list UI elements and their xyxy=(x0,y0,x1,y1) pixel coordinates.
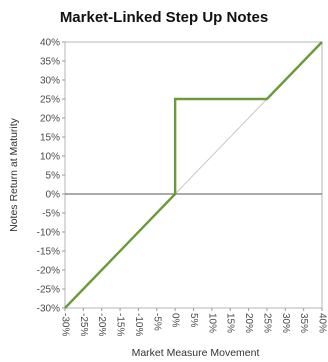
y-tick-label: 5% xyxy=(46,171,61,182)
y-tick-label: -30% xyxy=(37,304,60,315)
x-tick-label: 30% xyxy=(280,313,291,333)
y-tick-label: 25% xyxy=(40,95,60,106)
y-tick-label: -5% xyxy=(42,209,60,220)
y-tick-label: -15% xyxy=(37,247,60,258)
y-tick-label: -25% xyxy=(37,285,60,296)
x-tick-label: 10% xyxy=(206,313,217,333)
y-tick-label: 0% xyxy=(46,190,61,201)
chart-title: Market-Linked Step Up Notes xyxy=(59,9,269,26)
x-axis-label: Market Measure Movement xyxy=(132,347,260,359)
y-axis-label: Notes Return at Maturity xyxy=(8,117,20,232)
y-tick-label: 15% xyxy=(40,133,60,144)
x-tick-label: 20% xyxy=(243,313,254,333)
x-tick-label: 40% xyxy=(317,313,328,333)
y-tick-label: 35% xyxy=(40,57,60,68)
x-tick-label: 0% xyxy=(170,313,181,328)
x-tick-label: -15% xyxy=(115,313,126,336)
y-tick-label: 30% xyxy=(40,76,60,87)
x-tick-label: -30% xyxy=(60,313,71,336)
payoff-line xyxy=(64,41,323,309)
y-tick-label: -20% xyxy=(37,266,60,277)
x-tick-label: -20% xyxy=(96,313,107,336)
x-tick-label: -10% xyxy=(133,313,144,336)
y-tick-label: 40% xyxy=(40,38,60,49)
y-tick-label: -10% xyxy=(37,228,60,239)
x-tick-label: 15% xyxy=(225,313,236,333)
x-tick-label: 5% xyxy=(188,313,199,328)
x-tick-label: 35% xyxy=(298,313,309,333)
x-tick-label: -25% xyxy=(78,313,89,336)
y-tick-label: 20% xyxy=(40,114,60,125)
x-tick-label: -5% xyxy=(151,313,162,331)
y-tick-label: 10% xyxy=(40,152,60,163)
x-tick-label: 25% xyxy=(261,313,272,333)
